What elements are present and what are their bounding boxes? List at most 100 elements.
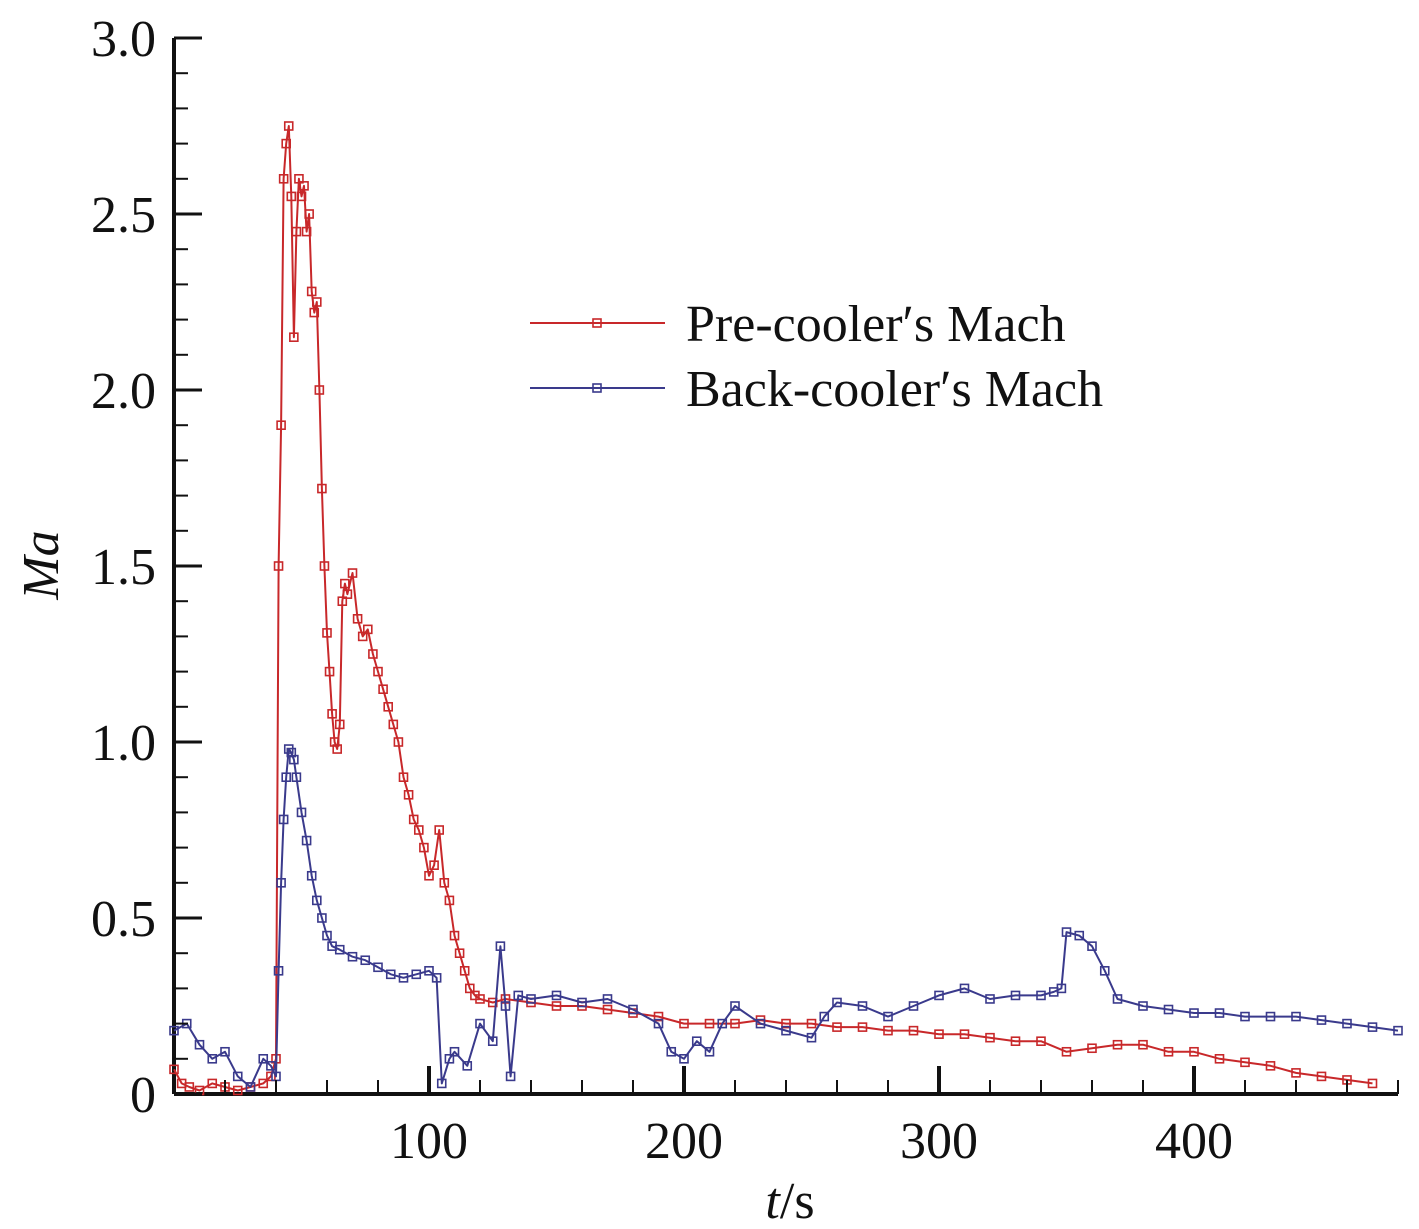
data-point [419,842,429,853]
data-point [679,1018,689,1029]
legend-marker-back [592,383,602,393]
data-point [1367,1022,1378,1032]
data-point [291,226,302,237]
data-point [362,624,373,635]
data-point [459,965,470,976]
data-point [1138,1001,1148,1011]
data-point [857,1022,868,1032]
data-point [301,835,312,846]
data-point [475,1018,485,1029]
data-point [291,772,302,783]
data-point [577,997,587,1008]
data-point [329,737,340,747]
data-point [436,1078,447,1089]
data-point [327,709,337,719]
y-tick-label: 1.5 [91,539,156,596]
data-point [1214,1008,1225,1018]
data-point [704,1018,715,1029]
data-point [1214,1054,1225,1064]
data-point [444,895,455,906]
x-tick-label: 100 [390,1113,468,1170]
data-point [286,191,297,202]
data-point [413,825,424,835]
data-point [1112,994,1123,1004]
x-axis-label-unit: /s [780,1173,815,1229]
data-point [1316,1071,1327,1082]
data-point [730,1018,740,1029]
data-point [1099,965,1110,976]
data-point [258,1078,269,1089]
data-point [273,965,284,976]
series-1 [169,744,1403,1092]
data-point [1036,1036,1046,1046]
legend: Pre-cooler′s Mach Back-cooler′s Mach [530,296,1103,418]
data-point [883,1025,893,1036]
data-point [462,1061,473,1071]
data-point [408,814,419,825]
y-tick-label: 0.5 [91,891,156,948]
data-point [1291,1068,1301,1078]
data-point [908,1025,919,1036]
x-axis-label: t/s [765,1173,814,1229]
data-point [551,1001,562,1011]
data-point [431,973,442,983]
data-point [296,807,307,818]
data-point [424,965,434,976]
data-point [1138,1039,1148,1050]
data-point [1189,1046,1199,1057]
y-tick-label: 3.0 [91,11,156,68]
data-point [299,181,309,191]
data-point [1367,1078,1378,1089]
data-point [959,1029,970,1039]
data-point [306,286,317,297]
x-tick-label: 300 [900,1113,978,1170]
data-point [322,628,332,638]
data-point [487,1036,498,1046]
data-point [883,1011,893,1022]
data-point [1163,1004,1174,1015]
y-tick-label: 1.0 [91,715,156,772]
data-point [429,860,439,871]
data-point [347,951,358,962]
data-point [1010,990,1021,1001]
data-point [806,1018,817,1029]
data-point [1189,1008,1199,1018]
data-point [398,973,409,983]
data-point [691,1036,702,1046]
y-tick-label: 0 [130,1067,156,1124]
data-point [411,969,422,980]
data-point [464,983,475,994]
legend-label-back: Back-cooler′s Mach [686,361,1103,418]
data-point [398,772,409,783]
data-point [276,420,286,431]
data-point [388,719,399,730]
data-point [1087,1043,1097,1054]
data-point [383,701,394,712]
data-point [755,1018,766,1029]
data-point [495,941,506,951]
data-point [378,684,388,695]
data-point [301,226,312,237]
data-point [1316,1015,1327,1025]
data-point [273,561,284,571]
data-point [1265,1061,1276,1071]
data-point [340,578,350,589]
data-point [1342,1018,1352,1029]
data-point [309,307,320,318]
data-point [1240,1011,1250,1022]
data-point [337,596,348,607]
data-point [526,994,536,1004]
data-point [934,990,944,1001]
data-point [1291,1011,1301,1022]
data-point [679,1054,689,1064]
data-point [730,1001,740,1011]
data-point [296,191,307,202]
data-point [1074,930,1085,941]
data-point [317,913,327,923]
data-point [832,997,842,1008]
data-point [505,1071,516,1082]
data-point [908,1001,919,1011]
data-point [1061,927,1072,937]
data-point [704,1046,715,1057]
data-point [278,814,289,825]
